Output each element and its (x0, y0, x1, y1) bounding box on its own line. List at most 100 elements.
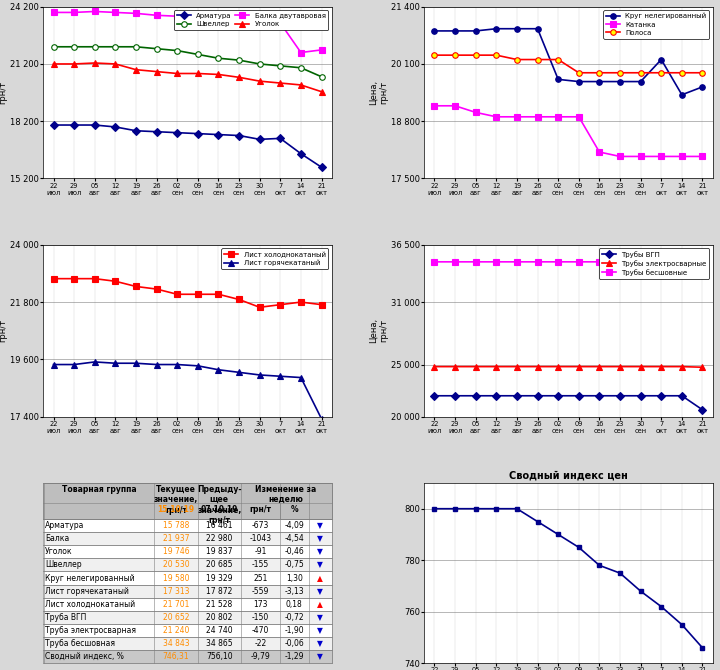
Трубы электросварные (698, 363, 707, 371)
Text: ▼: ▼ (317, 613, 323, 622)
Круг нелегированный (575, 78, 583, 86)
Y-axis label: Цена,
грн/т: Цена, грн/т (369, 318, 388, 343)
Трубы ВГП (492, 392, 500, 400)
Y-axis label: Цена,
грн/т: Цена, грн/т (0, 80, 7, 105)
Круг нелегированный (616, 78, 624, 86)
Text: Труба электросварная: Труба электросварная (45, 626, 136, 635)
Балка двутавровая (235, 14, 243, 22)
Лист горячекатаный (91, 358, 99, 366)
Балка двутавровая (318, 46, 326, 54)
Text: 34 865: 34 865 (206, 639, 233, 648)
Line: Балка двутавровая: Балка двутавровая (50, 9, 324, 56)
Text: -1043: -1043 (249, 534, 271, 543)
Text: ▼: ▼ (317, 587, 323, 596)
Text: Балка: Балка (45, 534, 69, 543)
Line: Уголок: Уголок (50, 60, 324, 94)
Трубы бесшовные (698, 258, 707, 266)
Лист горячекатаный (132, 359, 140, 367)
Балка двутавровая (49, 9, 58, 17)
Text: 21 937: 21 937 (163, 534, 189, 543)
Полоса (595, 69, 604, 77)
Text: Труба бесшовная: Труба бесшовная (45, 639, 115, 648)
Text: -91: -91 (254, 547, 266, 556)
Катанка (492, 113, 500, 121)
Арматура (49, 121, 58, 129)
Лист горячекатаный (297, 374, 305, 382)
Line: Трубы бесшовные: Трубы бесшовные (432, 259, 706, 265)
FancyBboxPatch shape (43, 558, 332, 572)
Катанка (698, 152, 707, 160)
Y-axis label: Цена,
грн/т: Цена, грн/т (0, 318, 7, 343)
Швеллер (214, 54, 222, 62)
Text: -559: -559 (252, 587, 269, 596)
Трубы бесшовные (636, 258, 645, 266)
Text: -9,79: -9,79 (251, 652, 270, 661)
Text: 21 701: 21 701 (163, 600, 189, 609)
Катанка (472, 109, 480, 117)
Text: Труба ВГП: Труба ВГП (45, 613, 86, 622)
Text: Товарная группа: Товарная группа (62, 485, 136, 494)
Text: Лист горячекатаный: Лист горячекатаный (45, 587, 129, 596)
Швеллер (235, 56, 243, 64)
Лист горячекатаный (194, 362, 202, 370)
Арматура (152, 128, 161, 136)
Text: Текущее
значение,
грн/т: Текущее значение, грн/т (154, 485, 198, 515)
Швеллер (276, 62, 284, 70)
Трубы электросварные (430, 362, 438, 371)
Text: -0,72: -0,72 (284, 613, 304, 622)
Text: 15.10.19: 15.10.19 (158, 505, 194, 514)
FancyBboxPatch shape (43, 624, 332, 637)
Лист холоднокатаный (152, 285, 161, 293)
Катанка (451, 102, 459, 110)
Лист холоднокатаный (276, 301, 284, 309)
Text: Уголок: Уголок (45, 547, 73, 556)
Лист горячекатаный (276, 373, 284, 381)
Трубы ВГП (430, 392, 438, 400)
Балка двутавровая (297, 48, 305, 56)
Text: 24 740: 24 740 (206, 626, 233, 635)
Text: %: % (290, 505, 298, 514)
Лист горячекатаный (235, 369, 243, 377)
Арматура (256, 135, 264, 143)
Катанка (595, 148, 604, 156)
Швеллер (173, 47, 181, 55)
Арматура (132, 127, 140, 135)
Text: Лист холоднокатаный: Лист холоднокатаный (45, 600, 135, 609)
Text: -470: -470 (252, 626, 269, 635)
Арматура (173, 129, 181, 137)
Трубы ВГП (636, 392, 645, 400)
Text: 17 872: 17 872 (206, 587, 233, 596)
Text: 746,31: 746,31 (163, 652, 189, 661)
Трубы электросварные (472, 362, 480, 371)
Уголок (318, 88, 326, 96)
Text: -0,46: -0,46 (284, 547, 304, 556)
FancyBboxPatch shape (43, 532, 332, 545)
Трубы бесшовные (492, 258, 500, 266)
Трубы бесшовные (616, 258, 624, 266)
Text: -1,90: -1,90 (284, 626, 304, 635)
Title: Сводный индекс цен: Сводный индекс цен (509, 471, 628, 481)
Круг нелегированный (595, 78, 604, 86)
Арматура (318, 163, 326, 172)
Трубы электросварные (657, 362, 665, 371)
FancyBboxPatch shape (43, 483, 332, 519)
Text: -22: -22 (254, 639, 266, 648)
Text: Арматура: Арматура (45, 521, 84, 530)
Text: 34 843: 34 843 (163, 639, 189, 648)
Круг нелегированный (657, 56, 665, 64)
Line: Арматура: Арматура (50, 122, 324, 170)
Трубы электросварные (595, 362, 604, 371)
Text: -1,29: -1,29 (284, 652, 304, 661)
Text: ▼: ▼ (317, 534, 323, 543)
Line: Полоса: Полоса (432, 52, 706, 76)
FancyBboxPatch shape (43, 637, 332, 650)
Арматура (111, 123, 120, 131)
Балка двутавровая (173, 12, 181, 20)
Трубы ВГП (616, 392, 624, 400)
Лист горячекатаный (256, 371, 264, 379)
Text: -4,09: -4,09 (284, 521, 304, 530)
Лист холоднокатаный (91, 275, 99, 283)
Text: ▼: ▼ (317, 652, 323, 661)
Text: 20 802: 20 802 (206, 613, 233, 622)
Text: ▼: ▼ (317, 560, 323, 570)
